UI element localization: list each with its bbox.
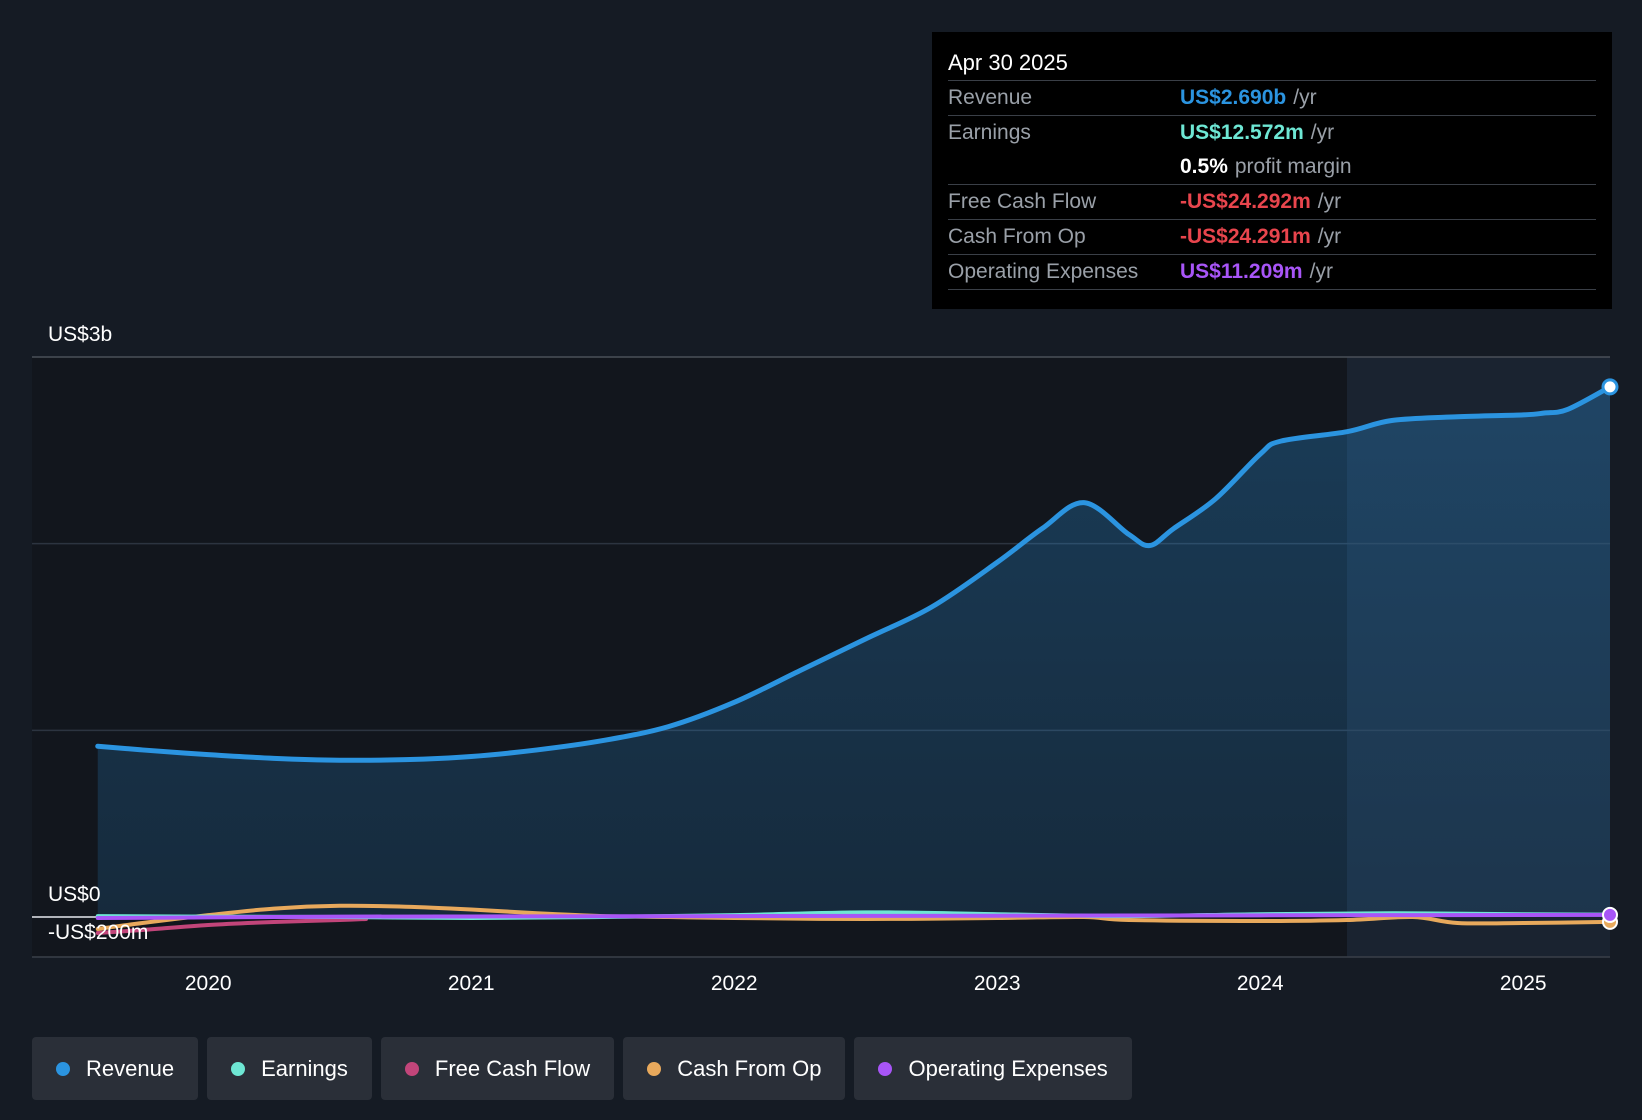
legend-dot-icon <box>878 1061 893 1076</box>
revenue-area <box>97 386 1610 917</box>
x-tick-label: 2023 <box>974 972 1021 995</box>
tooltip-unit: /yr <box>1317 190 1342 213</box>
legend-item-revenue[interactable]: Revenue <box>32 1037 199 1100</box>
tooltip-unit: /yr <box>1317 225 1342 248</box>
legend-dot-icon <box>56 1061 70 1076</box>
tooltip-label: Operating Expenses <box>948 260 1139 283</box>
legend-item-operating-expenses[interactable]: Operating Expenses <box>854 1037 1132 1100</box>
legend-item-free-cash-flow[interactable]: Free Cash Flow <box>380 1037 615 1100</box>
tooltip-value: -US$24.292m <box>1180 190 1311 213</box>
y-tick-label: US$3b <box>48 323 112 346</box>
revenue-line <box>95 384 1613 763</box>
x-tick-label: 2024 <box>1237 972 1284 995</box>
tooltip-value: US$2.690b <box>1180 86 1287 109</box>
tooltip-row-profit-margin: 0.5% profit margin <box>948 150 1596 184</box>
x-tick-label: 2022 <box>711 972 758 995</box>
tooltip-value: -US$24.291m <box>1180 225 1311 248</box>
free-cash-flow-line <box>95 917 369 935</box>
legend: Revenue Earnings Free Cash Flow Cash Fro… <box>32 1037 1132 1100</box>
tooltip-value: 0.5% <box>1180 155 1228 178</box>
tooltip-row-operating-expenses: Operating Expenses US$11.209m /yr <box>948 254 1596 290</box>
legend-dot-icon <box>231 1061 246 1076</box>
legend-label: Earnings <box>261 1055 348 1081</box>
legend-label: Operating Expenses <box>908 1055 1108 1081</box>
y-tick-label: US$0 <box>48 883 101 906</box>
x-tick-label: 2025 <box>1500 972 1547 995</box>
legend-label: Free Cash Flow <box>434 1055 591 1081</box>
revenue-end-marker <box>1601 378 1619 396</box>
x-tick-label: 2021 <box>448 972 495 995</box>
legend-item-earnings[interactable]: Earnings <box>207 1037 372 1100</box>
tooltip-label: Free Cash Flow <box>948 190 1097 213</box>
series-layer <box>95 378 1619 935</box>
tooltip-row-earnings: Earnings US$12.572m /yr <box>948 115 1596 150</box>
tooltip-value: US$12.572m <box>1180 121 1304 144</box>
legend-label: Revenue <box>86 1055 175 1081</box>
operating-expenses-line <box>95 912 1612 920</box>
cash-from-op-line <box>95 903 1612 931</box>
tooltip-unit: /yr <box>1309 260 1333 283</box>
y-tick-label: -US$200m <box>48 921 148 944</box>
tooltip-label: Revenue <box>948 86 1033 109</box>
tooltip-unit: /yr <box>1310 121 1335 144</box>
tooltip-row-revenue: Revenue US$2.690b /yr <box>948 80 1596 115</box>
tooltip-row-cash-from-op: Cash From Op -US$24.291m /yr <box>948 219 1596 254</box>
tooltip-row-free-cash-flow: Free Cash Flow -US$24.292m /yr <box>948 184 1596 219</box>
operating-expenses-end-marker <box>1602 906 1618 923</box>
tooltip-label: Cash From Op <box>948 225 1086 248</box>
tooltip-date: Apr 30 2025 <box>948 50 1068 75</box>
tooltip-unit: /yr <box>1293 86 1317 109</box>
tooltip-panel: Apr 30 2025 Revenue US$2.690b /yr Earnin… <box>932 32 1612 309</box>
legend-label: Cash From Op <box>677 1055 822 1081</box>
tooltip-label: Earnings <box>948 121 1031 144</box>
legend-dot-icon <box>404 1061 419 1076</box>
legend-dot-icon <box>647 1061 662 1076</box>
legend-item-cash-from-op[interactable]: Cash From Op <box>623 1037 846 1100</box>
x-tick-label: 2020 <box>185 972 232 995</box>
tooltip-value: US$11.209m <box>1180 260 1303 283</box>
axis-labels: US$3b US$0 -US$200m 2020 2021 2022 2023 2024 202… <box>48 323 1547 995</box>
tooltip-unit: profit margin <box>1234 155 1352 178</box>
